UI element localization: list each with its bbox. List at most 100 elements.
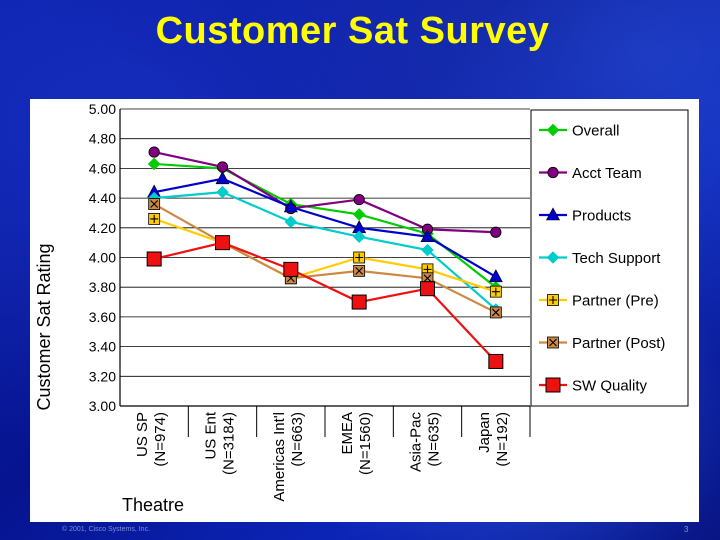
y-tick-label: 3.60	[89, 309, 116, 325]
data-point-glyph	[423, 274, 432, 283]
y-tick-label: 4.20	[89, 220, 116, 236]
data-point	[146, 251, 162, 267]
data-point	[148, 198, 161, 210]
legend-label: Acct Team	[572, 165, 642, 182]
series-acct-team	[148, 146, 502, 238]
x-tick-label: Japan	[476, 412, 493, 453]
chart-panel: 3.00 3.20 3.40 3.60 3.80 4.00 4.20 4.40 4.60 4.80…	[30, 99, 699, 522]
x-tick-label: Americas Int'l	[271, 412, 288, 502]
data-point	[353, 264, 366, 277]
copyright-footer: © 2001, Cisco Systems, Inc.	[62, 526, 151, 533]
data-point-glyph	[150, 200, 159, 208]
series-line	[153, 241, 497, 363]
y-tick-label: 3.00	[89, 398, 116, 414]
y-tick-label: 3.20	[89, 368, 116, 384]
data-point	[545, 207, 561, 221]
legend: Overall Acct Team Products Tech Support Part…	[530, 109, 689, 407]
legend-label: Partner (Pre)	[572, 293, 659, 310]
x-tick-label: US SP	[134, 412, 151, 457]
data-point	[215, 171, 230, 185]
series-line	[154, 191, 497, 311]
data-point-glyph	[423, 265, 432, 274]
data-point-glyph	[150, 214, 159, 223]
legend-item: Acct Team	[539, 165, 642, 182]
y-tick-labels: 3.00 3.20 3.40 3.60 3.80 4.00 4.20 4.40 4.60 4.80…	[89, 101, 116, 414]
data-point	[216, 161, 229, 173]
series-sw-quality	[146, 235, 504, 369]
legend-item: SW Quality	[539, 377, 648, 395]
data-point	[284, 215, 298, 229]
legend-label: Partner (Post)	[572, 335, 665, 352]
data-point	[546, 123, 560, 137]
x-tick-label: EMEA	[339, 412, 356, 455]
legend-label: SW Quality	[572, 378, 648, 395]
data-point	[545, 377, 561, 393]
x-tick-labels: US SP (N=974) US Ent (N=3184) Americas Int'l…	[134, 411, 511, 501]
data-point	[148, 212, 161, 225]
y-tick-label: 4.80	[89, 131, 116, 147]
x-tick-sublabel: (N=192)	[494, 412, 511, 467]
data-point-glyph	[491, 287, 500, 296]
data-point	[488, 353, 504, 369]
series-overall	[147, 157, 503, 294]
legend-label: Tech Support	[572, 250, 661, 267]
x-tick-label-group: Japan (N=192)	[476, 412, 511, 467]
data-point-glyph	[491, 308, 500, 317]
data-point	[352, 208, 366, 221]
legend-item: Overall	[539, 123, 620, 140]
y-tick-label: 5.00	[89, 101, 116, 117]
x-tick-sublabel: (N=663)	[289, 412, 306, 467]
x-tick-label-group: US Ent (N=3184)	[203, 411, 238, 475]
x-axis-title: Theatre	[122, 495, 184, 515]
legend-label: Overall	[572, 123, 620, 140]
data-point	[216, 185, 229, 199]
data-point-glyph	[549, 296, 557, 304]
x-tick-sublabel: (N=974)	[152, 412, 169, 467]
data-point-glyph	[549, 338, 557, 347]
data-point	[489, 306, 502, 319]
data-point	[148, 146, 160, 158]
x-tick-label: Asia-Pac	[408, 412, 425, 473]
x-tick-label-group: Americas Int'l (N=663)	[271, 412, 306, 502]
legend-item: Products	[539, 207, 631, 225]
legend-label: Products	[572, 208, 631, 225]
x-tick-label-group: US SP (N=974)	[134, 412, 169, 467]
data-point-glyph	[355, 266, 364, 275]
slide-title: Customer Sat Survey	[155, 10, 550, 52]
x-tick-sublabel: (N=635)	[426, 412, 443, 467]
data-point	[353, 193, 365, 206]
y-tick-label: 3.80	[89, 279, 116, 295]
x-tick-label: US Ent	[203, 411, 220, 459]
data-point	[215, 235, 230, 251]
axes	[119, 109, 530, 407]
data-point-glyph	[355, 253, 364, 262]
data-point	[547, 336, 559, 349]
data-point	[352, 230, 366, 244]
legend-item: Partner (Pre)	[539, 293, 659, 310]
series-line	[153, 150, 496, 234]
gridlines	[120, 108, 531, 437]
x-tick-label-group: Asia-Pac (N=635)	[408, 412, 443, 473]
data-point	[351, 294, 367, 310]
data-point	[489, 285, 502, 298]
series-line	[153, 217, 497, 293]
data-point	[283, 199, 298, 213]
series-products	[147, 171, 503, 283]
data-point	[547, 166, 559, 179]
data-point	[488, 269, 503, 283]
x-tick-sublabel: (N=3184)	[221, 412, 238, 475]
data-point	[421, 243, 434, 257]
data-point	[546, 251, 560, 264]
page-number: 3	[684, 525, 689, 534]
data-point	[420, 281, 435, 297]
data-point	[420, 229, 435, 243]
data-point	[490, 226, 502, 238]
x-tick-sublabel: (N=1560)	[357, 412, 374, 475]
data-point	[547, 294, 559, 306]
series-group	[146, 146, 504, 369]
series-line	[153, 177, 497, 278]
legend-item: Partner (Post)	[539, 335, 665, 352]
line-chart: 3.00 3.20 3.40 3.60 3.80 4.00 4.20 4.40 4.60 4.80…	[34, 101, 689, 515]
data-point	[147, 157, 161, 171]
y-axis-title: Customer Sat Rating	[34, 243, 54, 410]
